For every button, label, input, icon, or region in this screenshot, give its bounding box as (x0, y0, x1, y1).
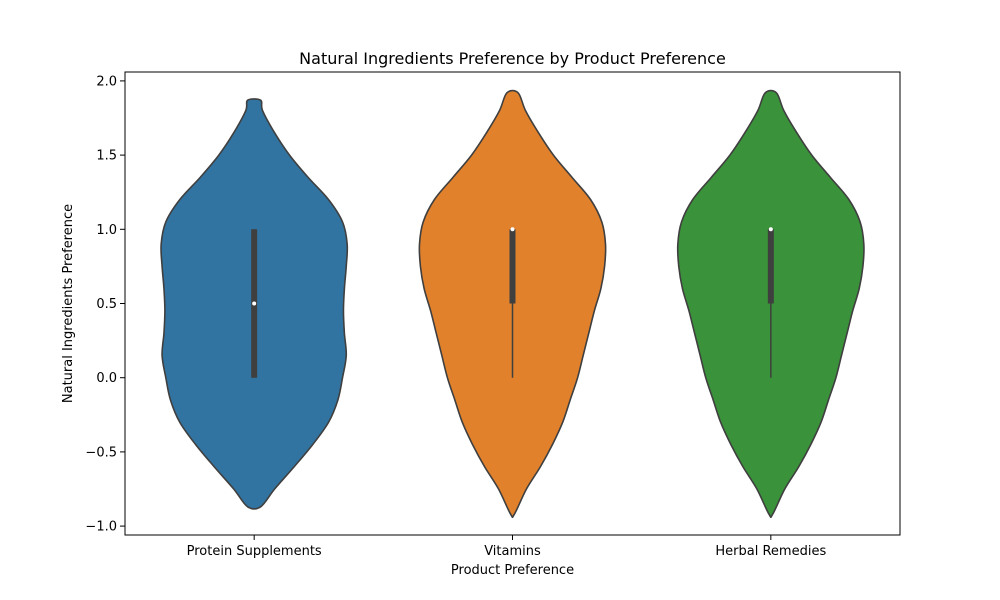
y-tick-label: 2.0 (96, 74, 117, 89)
chart-title: Natural Ingredients Preference by Produc… (299, 49, 726, 68)
y-axis-label: Natural Ingredients Preference (61, 204, 76, 403)
violin-herbal-remedies (676, 89, 865, 519)
violin-protein-supplements (160, 98, 349, 510)
x-axis: Protein Supplements Vitamins Herbal Remedi… (187, 535, 826, 559)
violin-vitamins (418, 89, 607, 519)
x-tick-label: Protein Supplements (187, 544, 322, 559)
y-tick-label: 1.5 (96, 149, 117, 164)
y-axis: −1.0 −0.5 0.0 0.5 1.0 1.5 2.0 (85, 74, 125, 535)
x-tick-label: Herbal Remedies (715, 544, 826, 559)
violin-median (768, 227, 773, 232)
x-tick-label: Vitamins (484, 544, 541, 559)
y-tick-label: −1.0 (85, 520, 117, 535)
violin-median (252, 301, 257, 306)
violin-median (510, 227, 515, 232)
x-axis-label: Product Preference (451, 563, 574, 578)
violins-group (160, 89, 865, 519)
y-tick-label: 0.0 (96, 371, 117, 386)
y-tick-label: 1.0 (96, 223, 117, 238)
y-tick-label: −0.5 (85, 445, 117, 460)
y-tick-label: 0.5 (96, 297, 117, 312)
